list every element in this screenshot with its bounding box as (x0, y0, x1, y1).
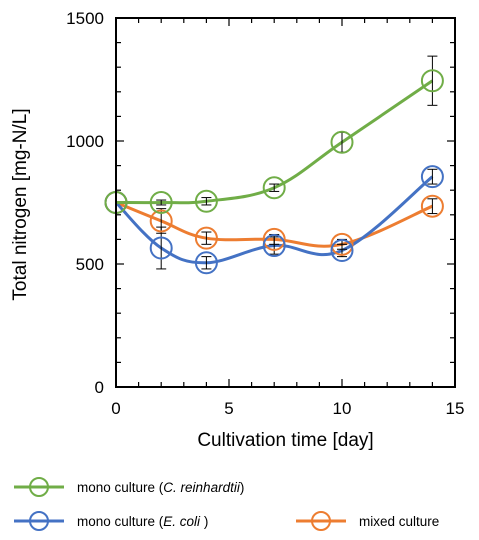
legend-label: mixed culture (359, 514, 439, 529)
y-tick-label: 0 (95, 378, 104, 397)
x-tick-label: 5 (224, 399, 233, 418)
data-point-mono-culture-c-reinhardtii (330, 130, 354, 154)
legend-item-mixed-culture: mixed culture (296, 511, 439, 531)
x-tick-label: 0 (111, 399, 120, 418)
legend-label: mono culture (C. reinhardtii) (77, 480, 244, 495)
legend-item-mono-culture-c-reinhardtii: mono culture (C. reinhardtii) (14, 477, 244, 497)
data-point-mixed-culture (420, 194, 444, 218)
data-point-mono-culture-c-reinhardtii (194, 189, 218, 213)
axis-tick-labels: 0 500 1000 1500 0 5 10 15 (66, 9, 464, 418)
x-tick-label: 10 (333, 399, 352, 418)
data-point-mono-culture-e-coli (262, 234, 286, 258)
data-point-mono-culture-e-coli (194, 251, 218, 275)
data-point-mixed-culture (194, 226, 218, 250)
series-line-mono-culture-e-coli (114, 175, 434, 265)
legend-swatch-marker (29, 511, 49, 531)
legend-label: mono culture (E. coli ) (77, 514, 208, 529)
data-point-mono-culture-c-reinhardtii (262, 176, 286, 200)
error-bars (156, 55, 438, 270)
axis-ticks (115, 17, 456, 388)
y-tick-label: 500 (76, 255, 104, 274)
data-point-mixed-culture (149, 209, 173, 233)
legend-swatch-marker (311, 511, 331, 531)
data-point-mono-culture-e-coli (420, 165, 444, 189)
data-point-mono-culture-e-coli (149, 236, 173, 260)
y-tick-label: 1000 (66, 132, 104, 151)
x-tick-label: 15 (446, 399, 465, 418)
legend-swatch-marker (29, 477, 49, 497)
data-point-mono-culture-e-coli (330, 238, 354, 262)
y-axis-title: Total nitrogen [mg-N/L] (10, 108, 31, 300)
legend: mono culture (C. reinhardtii) mono cultur… (14, 477, 439, 531)
data-point-mono-culture-c-reinhardtii (149, 191, 173, 214)
plot-area-frame (115, 17, 456, 388)
data-point-mixed-culture (330, 232, 354, 256)
x-axis-title: Cultivation time [day] (197, 430, 373, 451)
y-tick-label: 1500 (66, 9, 104, 28)
legend-item-mono-culture-e-coli: mono culture (E. coli ) (14, 511, 208, 531)
data-point-mono-culture-c-reinhardtii (420, 69, 444, 93)
data-point-mixed-culture (262, 227, 286, 251)
